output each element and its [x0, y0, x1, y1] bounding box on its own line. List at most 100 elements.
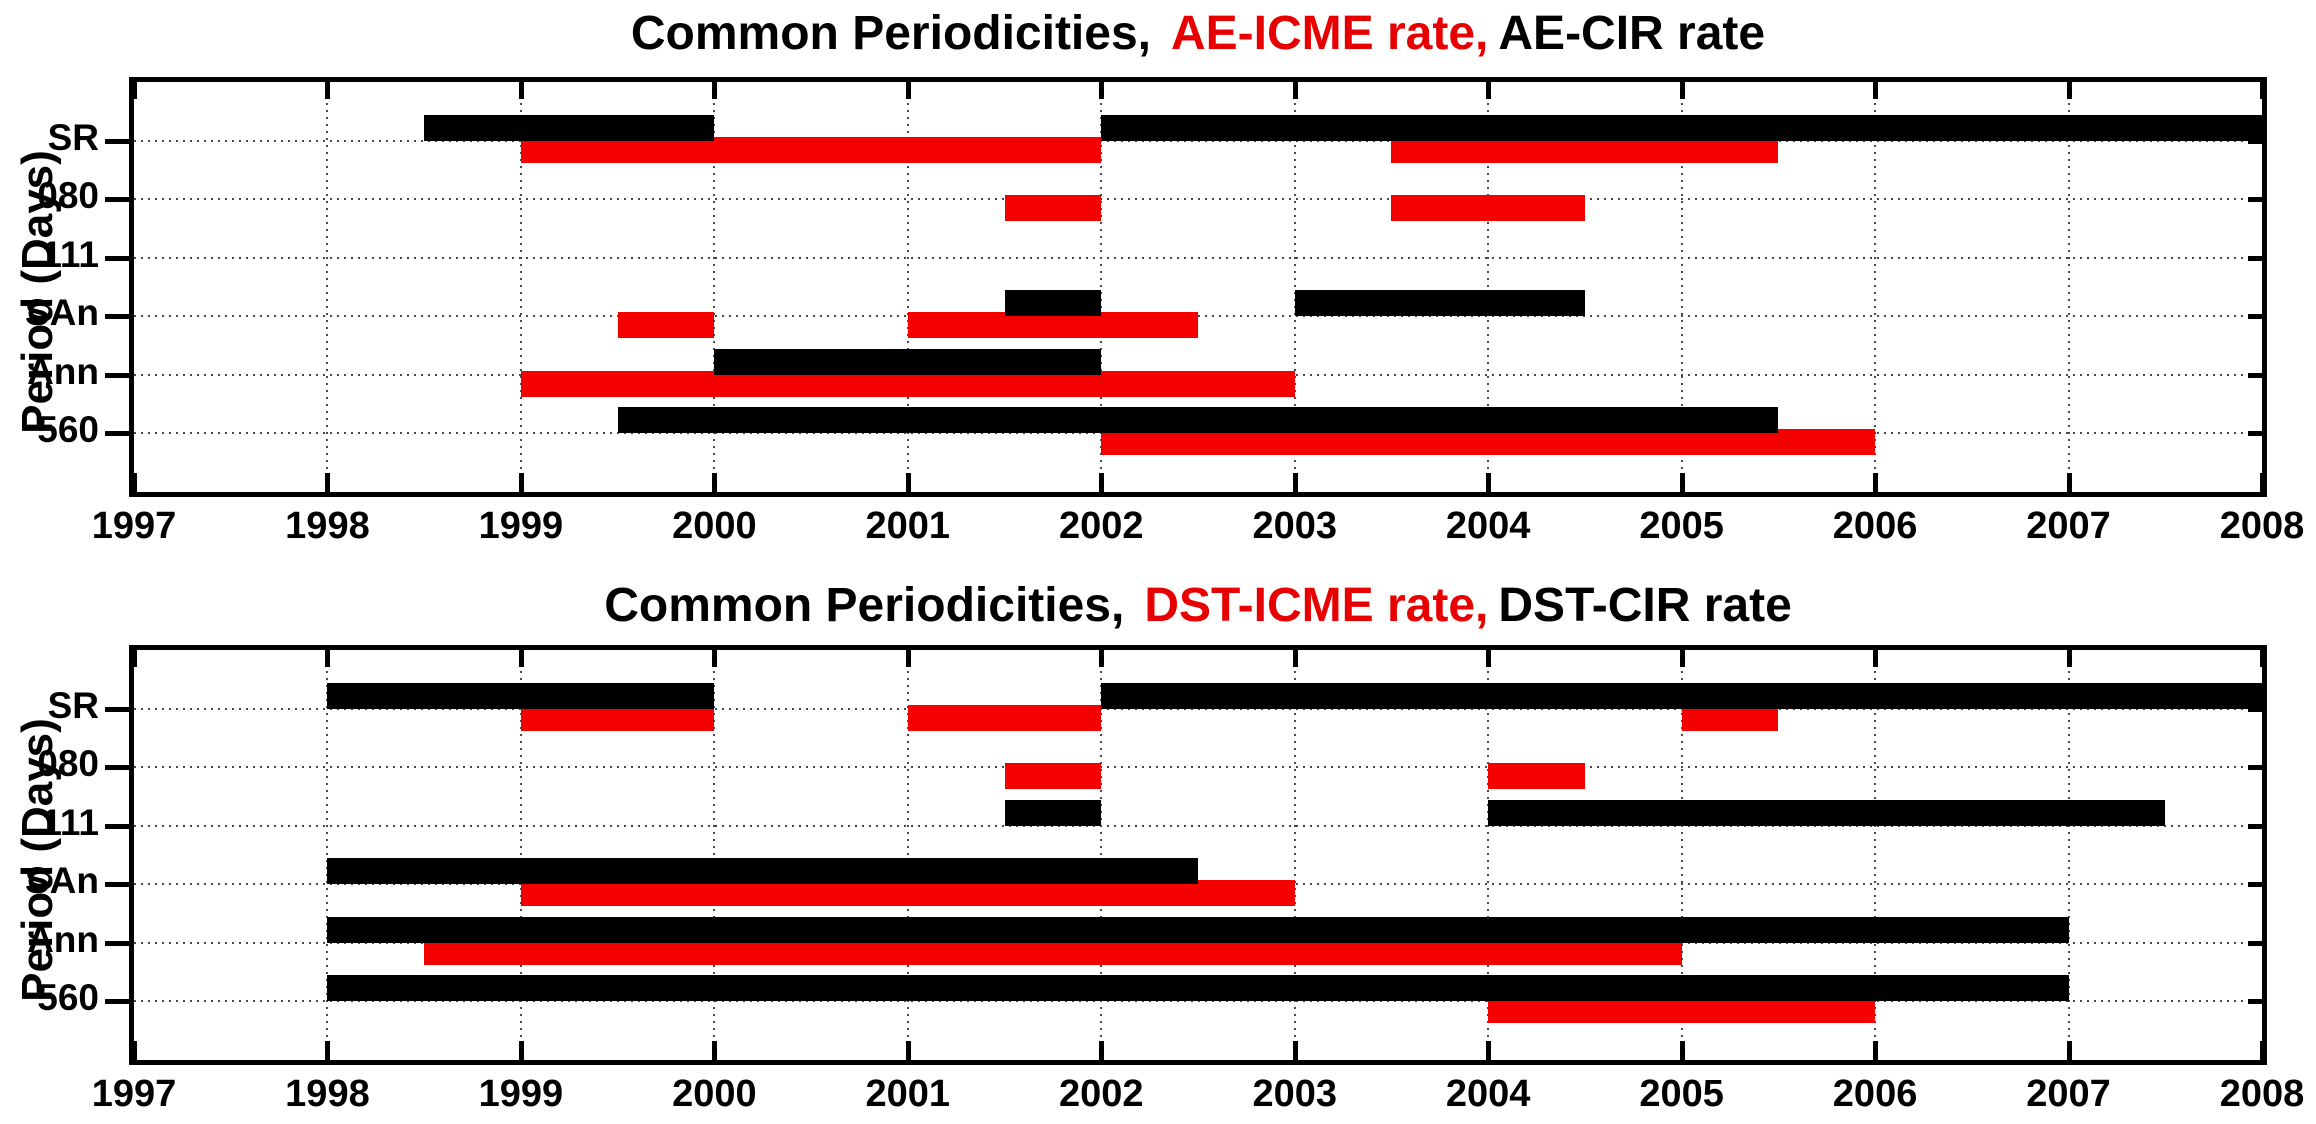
gridline-x-2002	[1100, 82, 1103, 492]
x-tick-label-1998-chart1: 1998	[285, 1073, 370, 1115]
tick-right-560	[2248, 999, 2262, 1005]
y-tick-label-560: 560	[37, 977, 99, 1019]
tick-left-SR	[105, 706, 129, 712]
tick-right-080	[2248, 765, 2262, 771]
y-tick-label-080: 080	[37, 743, 99, 785]
tick-x-bottom-1997	[132, 473, 137, 492]
tick-x-top-2006	[1873, 82, 1879, 99]
bar-icme-SAn-0	[520, 880, 1295, 907]
tick-right-Ann	[2248, 940, 2262, 946]
chart-dst-title: Common Periodicities, DST-ICME rate, DST-C…	[129, 578, 2267, 633]
tick-left-Ann	[105, 372, 129, 378]
tick-left-560	[105, 999, 129, 1005]
tick-x-top-1997	[132, 650, 137, 667]
bar-icme-080-1	[1488, 763, 1585, 790]
bar-cir-Ann-0	[714, 348, 1102, 375]
tick-x-bottom-2004	[1486, 1041, 1492, 1060]
gridline-x-2000	[713, 650, 716, 1060]
x-tick-label-1997-chart0: 1997	[91, 505, 177, 547]
y-tick-label-SR: SR	[47, 116, 99, 158]
x-tick-label-2008-chart1: 2008	[2219, 1073, 2305, 1115]
x-tick-label-2004-chart1: 2004	[1445, 1073, 1531, 1115]
gridline-x-2003	[1293, 650, 1296, 1060]
tick-x-bottom-1999	[518, 1041, 524, 1060]
tick-x-bottom-2003	[1292, 1041, 1298, 1060]
tick-x-bottom-1998	[325, 1041, 331, 1060]
x-tick-label-2004-chart0: 2004	[1445, 505, 1531, 547]
x-tick-label-2002-chart0: 2002	[1058, 505, 1144, 547]
chart-ae-title: Common Periodicities, AE-ICME rate, AE-CIR…	[129, 6, 2267, 61]
bar-icme-SR-0	[520, 136, 1102, 163]
chart-ae-title-cir-legend: AE-CIR rate	[1498, 7, 1766, 60]
tick-x-top-2002	[1099, 82, 1105, 99]
chart-ae-title-icme-legend: AE-ICME rate,	[1171, 7, 1489, 60]
bar-cir-Ann-0	[327, 916, 2069, 943]
tick-x-bottom-2004	[1486, 473, 1492, 492]
gridline-x-2001	[906, 650, 909, 1060]
tick-x-bottom-2007	[2066, 473, 2072, 492]
y-tick-label-SAn: SAn	[25, 860, 99, 902]
gridline-x-1999	[519, 82, 522, 492]
bar-cir-SR-1	[1101, 682, 2262, 709]
y-tick-label-SR: SR	[47, 684, 99, 726]
x-tick-label-2002-chart1: 2002	[1058, 1073, 1144, 1115]
bar-icme-SAn-1	[907, 312, 1198, 339]
bar-icme-SAn-0	[617, 312, 715, 339]
gridline-x-1998	[326, 650, 329, 1060]
tick-x-bottom-2002	[1099, 1041, 1105, 1060]
tick-x-bottom-1998	[325, 473, 331, 492]
bar-icme-Ann-0	[424, 938, 1682, 965]
tick-x-top-2000	[712, 650, 718, 667]
tick-right-Ann	[2248, 372, 2262, 378]
tick-x-bottom-2001	[905, 473, 911, 492]
tick-x-top-1998	[325, 82, 331, 99]
x-tick-label-2003-chart0: 2003	[1252, 505, 1337, 547]
gridline-x-2006	[1874, 650, 1877, 1060]
tick-x-bottom-2001	[905, 1041, 911, 1060]
bar-cir-560-0	[617, 407, 1779, 434]
x-tick-label-2005-chart0: 2005	[1639, 505, 1724, 547]
x-tick-label-2001-chart1: 2001	[865, 1073, 951, 1115]
chart-ae-plot-area	[129, 77, 2267, 497]
bar-cir-SR-1	[1101, 114, 2262, 141]
bar-icme-080-1	[1391, 195, 1585, 222]
tick-left-Ann	[105, 940, 129, 946]
bar-cir-SAn-1	[1294, 290, 1585, 317]
tick-x-top-2007	[2066, 82, 2072, 99]
tick-x-top-1999	[518, 650, 524, 667]
y-tick-label-560: 560	[37, 409, 99, 451]
tick-x-top-2001	[905, 82, 911, 99]
bar-cir-560-0	[327, 975, 2069, 1002]
x-tick-label-2000-chart0: 2000	[672, 505, 757, 547]
tick-left-111	[105, 255, 129, 261]
x-tick-label-1999-chart1: 1999	[478, 1073, 564, 1115]
bar-icme-080-0	[1004, 195, 1102, 222]
gridline-x-2005	[1680, 650, 1683, 1060]
tick-x-top-2000	[712, 82, 718, 99]
bar-icme-SR-1	[907, 704, 1102, 731]
tick-x-top-2005	[1679, 82, 1685, 99]
tick-x-top-1998	[325, 650, 331, 667]
gridline-y-080	[134, 766, 2262, 769]
tick-left-111	[105, 823, 129, 829]
x-tick-label-2000-chart1: 2000	[672, 1073, 757, 1115]
tick-left-SAn	[105, 882, 129, 888]
x-tick-label-2003-chart1: 2003	[1252, 1073, 1337, 1115]
gridline-x-2004	[1487, 650, 1490, 1060]
x-tick-label-1997-chart1: 1997	[91, 1073, 177, 1115]
x-tick-label-2007-chart0: 2007	[2026, 505, 2111, 547]
y-tick-label-SAn: SAn	[25, 292, 99, 334]
gridline-x-2007	[2067, 82, 2070, 492]
tick-right-SR	[2248, 138, 2262, 144]
x-tick-label-2005-chart1: 2005	[1639, 1073, 1724, 1115]
chart-ae-title-prefix: Common Periodicities,	[630, 7, 1151, 60]
tick-right-080	[2248, 197, 2262, 203]
y-tick-label-111: 111	[41, 801, 99, 843]
tick-x-bottom-2005	[1679, 1041, 1685, 1060]
gridline-y-111	[134, 256, 2262, 259]
x-tick-label-2006-chart0: 2006	[1832, 505, 1918, 547]
tick-left-560	[105, 431, 129, 437]
gridline-y-SAn	[134, 315, 2262, 318]
tick-x-top-2008	[2260, 650, 2265, 667]
